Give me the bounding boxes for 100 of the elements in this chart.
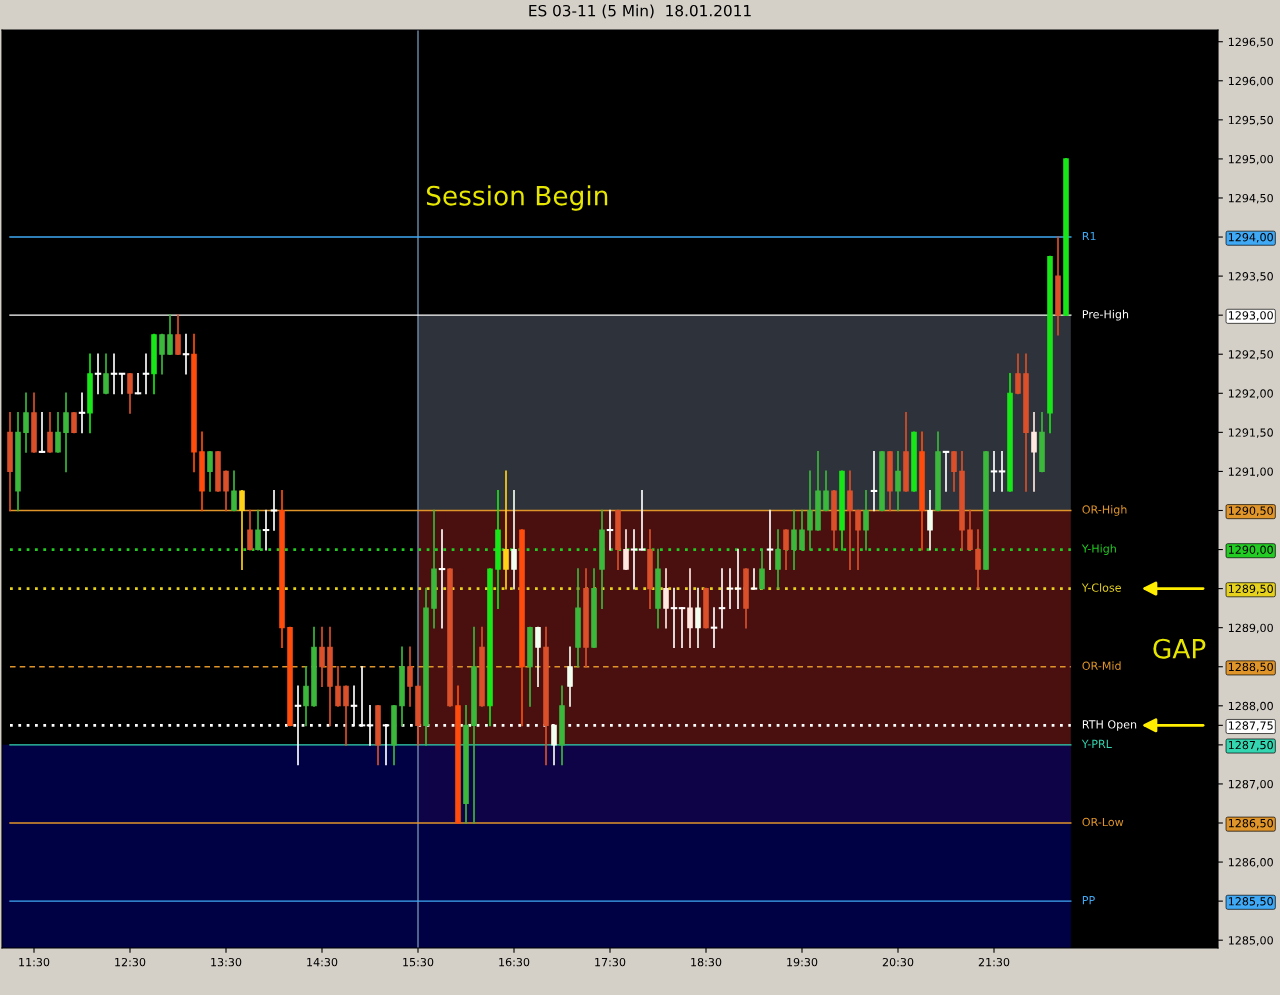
candlestick: [783, 529, 789, 570]
x-tick-label: 12:30: [115, 957, 146, 967]
x-tick-label: 18:30: [691, 957, 722, 967]
candlestick: [687, 568, 693, 649]
candlestick: [895, 451, 901, 512]
candlestick: [127, 372, 133, 414]
y-tick-label: 1285,50: [1228, 897, 1273, 907]
ref-line-label: Pre-High: [1082, 309, 1129, 321]
ref-line-label: R1: [1082, 232, 1096, 241]
candlestick: [110, 353, 118, 395]
candlestick: [239, 490, 245, 570]
candlestick: [134, 372, 142, 395]
y-tick-label: 1287,50: [1228, 740, 1273, 751]
candlestick: [319, 626, 325, 688]
candlestick: [734, 548, 742, 609]
ref-line-label: Y-High: [1081, 544, 1116, 555]
candlestick: [990, 451, 998, 492]
candlestick: [606, 509, 614, 551]
annotation: Session Begin: [426, 185, 608, 211]
candlestick: [718, 568, 726, 629]
y-tick-label: 1296,00: [1228, 76, 1273, 87]
candlestick: [663, 568, 669, 629]
candlestick: [791, 509, 797, 570]
x-tick-label: 19:30: [787, 957, 818, 967]
candlestick: [807, 470, 813, 551]
candlestick: [142, 353, 150, 395]
x-tick-label: 17:30: [595, 957, 626, 967]
y-tick-label: 1296,50: [1228, 37, 1273, 48]
candlestick: [623, 529, 629, 570]
y-tick-label: 1294,50: [1228, 193, 1273, 204]
y-tick-label: 1289,00: [1228, 623, 1273, 634]
candlestick: [951, 451, 957, 492]
candlestick: [47, 411, 53, 453]
candlestick: [998, 451, 1006, 492]
chart-title: ES 03-11 (5 Min) 18.01.2011: [529, 4, 751, 19]
candlestick: [270, 490, 278, 531]
x-tick-label: 21:30: [978, 957, 1010, 967]
y-tick-label: 1295,00: [1228, 154, 1273, 165]
y-tick-label: 1288,00: [1228, 701, 1273, 712]
candlestick: [678, 607, 686, 649]
y-tick-label: 1288,50: [1228, 662, 1273, 673]
candlestick: [638, 490, 646, 551]
ref-line-label: OR-High: [1082, 505, 1127, 516]
candlestick: [335, 665, 341, 707]
y-tick-label: 1289,50: [1228, 584, 1273, 595]
x-tick-label: 11:30: [19, 957, 50, 967]
candlestick: [1031, 411, 1037, 492]
candlestick: [799, 509, 805, 551]
candlestick: [343, 685, 349, 746]
candlestick: [670, 587, 678, 649]
candlestick: [942, 450, 950, 492]
y-tick-label: 1290,00: [1228, 545, 1273, 556]
candlestick: [207, 451, 213, 492]
candlestick: [63, 392, 69, 473]
candlestick: [78, 392, 86, 434]
candlestick: [231, 470, 237, 512]
candlestick: [759, 548, 765, 590]
y-tick-label: 1286,00: [1228, 858, 1273, 868]
candlestick: [855, 509, 861, 570]
candlestick: [775, 529, 781, 590]
x-tick-label: 20:30: [882, 957, 914, 967]
candlestick: [262, 509, 270, 551]
candlestick: [847, 470, 853, 570]
candlestick: [1015, 353, 1021, 395]
candlestick: [511, 490, 517, 590]
candlestick: [23, 392, 29, 453]
candlestick: [255, 509, 261, 551]
candlestick: [159, 333, 165, 375]
ref-line-label: OR-Mid: [1082, 661, 1121, 670]
ref-line-label: OR-Low: [1082, 817, 1124, 827]
y-tick-label: 1285,00: [1228, 936, 1273, 946]
candlestick: [766, 509, 774, 570]
candlestick: [503, 470, 509, 590]
ref-line-label: RTH Open: [1082, 720, 1137, 731]
candlestick: [975, 529, 981, 590]
candlestick: [823, 470, 829, 512]
candlestick: [726, 568, 734, 609]
y-tick-label: 1293,00: [1228, 311, 1273, 321]
candlestick: [630, 529, 638, 590]
candlestick: [55, 411, 61, 453]
candlestick: [38, 411, 46, 453]
candlestick: [175, 314, 181, 356]
y-tick-label: 1291,00: [1228, 467, 1273, 477]
candlestick: [710, 607, 718, 649]
y-tick-label: 1287,75: [1228, 721, 1273, 731]
y-tick-label: 1295,50: [1228, 115, 1273, 126]
candlestick: [438, 529, 446, 629]
candlestick: [167, 314, 173, 356]
candlestick: [863, 490, 869, 551]
candlestick: [551, 724, 557, 766]
ref-line-label: Y-Close: [1081, 583, 1121, 592]
candlestick: [407, 646, 413, 707]
x-tick-label: 16:30: [499, 957, 530, 967]
candlestick: [695, 587, 701, 649]
candlestick: [103, 353, 109, 395]
y-tick-label: 1293,50: [1228, 272, 1273, 282]
candlestick: [94, 353, 102, 395]
candlestick: [967, 509, 973, 551]
ref-line-label: Y-PRL: [1081, 739, 1112, 748]
y-tick-label: 1292,00: [1228, 389, 1273, 399]
